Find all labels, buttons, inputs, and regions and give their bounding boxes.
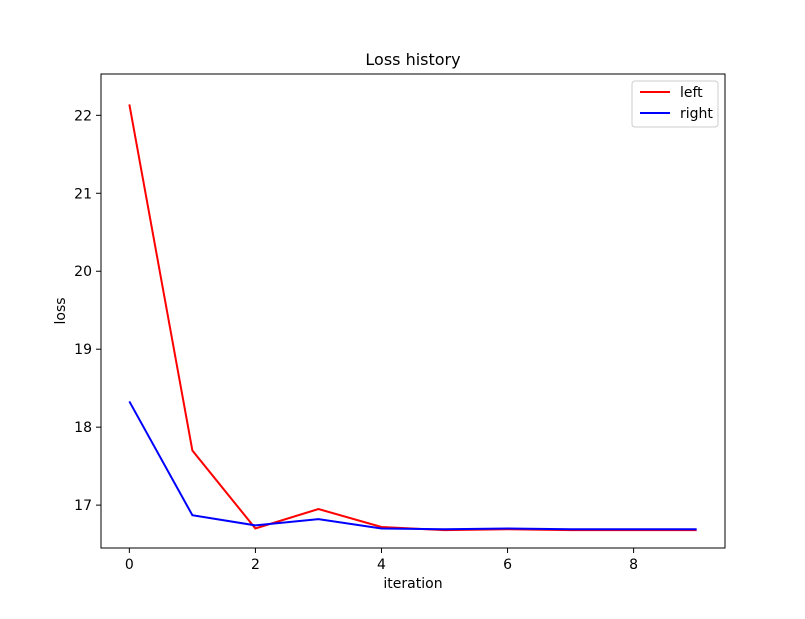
- series-line-right: [128, 400, 697, 531]
- y-tick-label: 17: [74, 498, 92, 514]
- x-axis-ticks: 0 2 4 6 8: [125, 548, 638, 573]
- x-tick-label: 2: [251, 557, 260, 573]
- x-tick-label: 0: [125, 557, 134, 573]
- plot-lines: [128, 104, 697, 532]
- legend-label-right: right: [680, 106, 713, 122]
- y-axis-ticks: 17 18 19 20 21 22: [74, 108, 101, 514]
- y-tick-label: 20: [74, 264, 92, 280]
- x-tick-label: 8: [629, 557, 638, 573]
- y-tick-label: 22: [74, 108, 92, 124]
- y-tick-label: 18: [74, 420, 92, 436]
- plot-frame: [100, 73, 726, 549]
- x-axis-label: iteration: [383, 576, 442, 592]
- x-tick-label: 4: [377, 557, 386, 573]
- y-axis-label: loss: [53, 297, 69, 324]
- legend-label-left: left: [680, 85, 703, 101]
- x-tick-label: 6: [503, 557, 512, 573]
- y-tick-label: 21: [74, 186, 92, 202]
- chart-title: Loss history: [365, 50, 460, 69]
- y-tick-label: 19: [74, 342, 92, 358]
- legend: left right: [631, 80, 719, 128]
